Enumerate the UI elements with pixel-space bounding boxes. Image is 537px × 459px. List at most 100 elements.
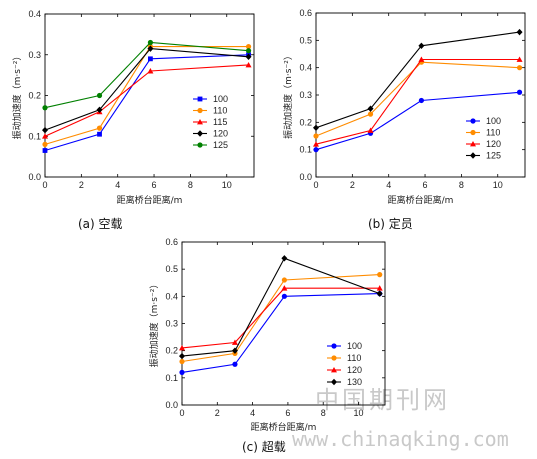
data-point-125: [418, 42, 425, 49]
data-point-100: [313, 147, 319, 153]
series-line-115: [44, 64, 249, 137]
series-line-110: [181, 274, 380, 363]
data-point-125: [367, 105, 374, 112]
legend-label: 110: [486, 128, 500, 138]
y-tick-label: 0.3: [165, 319, 178, 329]
x-tick-label: 4: [386, 180, 391, 190]
legend-label: 125: [213, 140, 228, 150]
x-tick-label: 10: [354, 408, 364, 418]
x-tick-label: 4: [250, 408, 255, 418]
watermark-url: www.chinaqking.com: [292, 427, 509, 451]
series-125: [42, 39, 252, 111]
y-tick-label: 0.6: [165, 237, 178, 247]
y-tick-label: 0.3: [299, 90, 312, 100]
legend-marker-130: [331, 378, 337, 386]
series-120: [179, 285, 383, 351]
data-point-125: [147, 39, 154, 46]
data-point-100: [97, 131, 102, 137]
series-line-100: [315, 91, 520, 151]
y-tick-label: 0.4: [299, 63, 312, 73]
data-point-110: [313, 133, 319, 139]
y-axis-label: 振动加速度（m·s⁻²）: [282, 51, 294, 139]
series-120: [42, 45, 252, 134]
legend: 100 110 120 130: [327, 341, 362, 387]
data-point-115: [245, 61, 252, 68]
data-point-120: [231, 339, 238, 345]
data-point-120: [245, 53, 252, 60]
data-point-100: [516, 89, 523, 95]
legend-marker-100: [331, 343, 337, 349]
legend-marker-120: [197, 130, 203, 137]
y-tick-label: 0.5: [165, 264, 178, 274]
data-point-110: [377, 272, 383, 278]
data-point-130: [231, 347, 238, 354]
data-point-100: [148, 56, 153, 62]
data-point-120: [367, 127, 374, 133]
series-line-125: [44, 41, 249, 109]
x-tick-label: 8: [188, 180, 193, 190]
y-tick-label: 0.4: [28, 9, 41, 19]
legend-label: 110: [213, 106, 227, 116]
series-130: [179, 255, 383, 360]
legend-label: 125: [486, 151, 501, 161]
legend-marker-120: [470, 141, 476, 147]
data-point-110: [245, 44, 252, 50]
legend-marker-110: [331, 355, 337, 361]
data-point-110: [179, 358, 185, 365]
data-point-120: [42, 126, 48, 134]
data-point-110: [367, 111, 374, 117]
y-tick-label: 0.6: [299, 8, 312, 18]
data-point-130: [179, 352, 185, 360]
legend-label: 100: [213, 94, 228, 104]
legend-marker-110: [197, 107, 203, 114]
data-point-115: [147, 68, 154, 74]
y-tick-label: 0.1: [299, 145, 312, 155]
data-point-125: [245, 48, 252, 54]
data-point-120: [516, 56, 523, 62]
series-line-125: [315, 31, 520, 129]
series-line-120: [315, 58, 520, 145]
chart-panel-3: 0.0 0.1 0.2 0.3 0.4 0.5 0.6 0 2 4 6 8 10 距离桥台距离/m 振动加速…: [148, 237, 386, 454]
legend-marker-100: [470, 118, 476, 124]
legend-marker-100: [197, 96, 203, 102]
y-tick-label: 0.2: [165, 346, 178, 356]
x-axis-label: 距离桥台距离/m: [388, 194, 454, 206]
legend-label: 100: [486, 116, 501, 126]
y-tick-label: 0.2: [299, 117, 312, 127]
data-point-100: [232, 361, 238, 367]
data-point-120: [96, 106, 103, 113]
x-axis-label: 距离桥台距离/m: [117, 194, 183, 206]
chart-caption: (c) 超载: [242, 439, 286, 454]
series-line-100: [44, 54, 249, 152]
legend-label: 130: [347, 377, 362, 387]
series-115: [42, 61, 252, 139]
y-tick-label: 0.4: [165, 291, 178, 301]
data-point-110: [42, 141, 48, 147]
series-line-100: [181, 293, 380, 373]
data-point-115: [42, 133, 48, 139]
data-point-120: [147, 45, 154, 52]
x-tick-label: 10: [222, 180, 232, 190]
y-tick-label: 0.1: [28, 131, 41, 141]
x-tick-label: 2: [215, 408, 220, 418]
legend-marker-110: [470, 129, 476, 136]
legend-marker-125: [470, 152, 476, 159]
data-point-125: [96, 92, 103, 99]
legend-label: 110: [347, 353, 361, 363]
data-point-120: [179, 344, 185, 351]
series-110: [313, 59, 523, 139]
watermark-chinese: 中国期刊网: [315, 386, 450, 414]
legend-marker-120: [331, 367, 337, 373]
y-tick-label: 0.5: [299, 35, 312, 45]
x-tick-label: 6: [423, 180, 428, 190]
data-point-125: [516, 28, 523, 36]
series-line-120: [181, 287, 380, 349]
data-point-100: [281, 293, 287, 299]
data-point-130: [376, 290, 383, 297]
data-point-110: [281, 277, 287, 283]
x-tick-label: 6: [152, 180, 157, 190]
x-tick-label: 4: [115, 180, 120, 190]
